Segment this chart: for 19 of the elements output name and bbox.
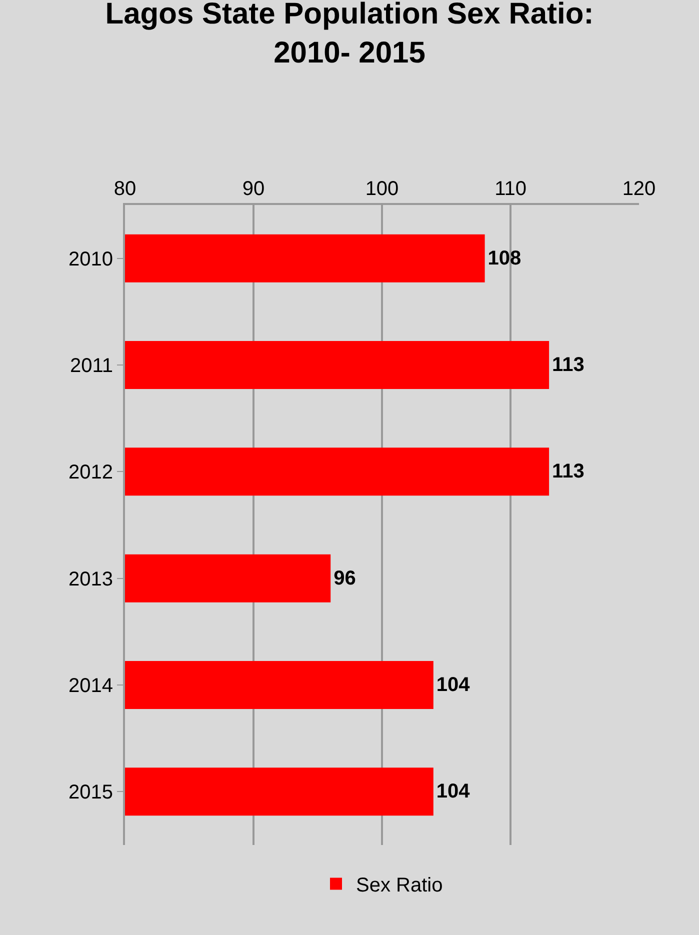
y-tick-label: 2011 bbox=[70, 355, 113, 377]
y-tick-label: 2015 bbox=[68, 782, 113, 804]
data-label: 104 bbox=[436, 780, 471, 803]
data-label: 104 bbox=[436, 674, 471, 696]
data-label: 113 bbox=[552, 354, 584, 376]
x-tick-label: 90 bbox=[242, 178, 265, 200]
x-tick-label: 100 bbox=[365, 178, 399, 200]
x-tick-label: 120 bbox=[622, 178, 656, 200]
data-label: 108 bbox=[488, 247, 522, 270]
y-tick-label: 2010 bbox=[68, 248, 113, 270]
legend-label: Sex Ratio bbox=[356, 874, 443, 896]
chart-title: Lagos State Population Sex Ratio: 2010- 2015 bbox=[105, 0, 594, 70]
x-tick-label: 110 bbox=[494, 178, 526, 200]
data-label: 113 bbox=[552, 460, 584, 483]
x-tick-label: 80 bbox=[114, 178, 136, 200]
data-label: 96 bbox=[334, 567, 356, 590]
y-tick-label: 2012 bbox=[68, 462, 113, 484]
y-tick-label: 2013 bbox=[68, 568, 113, 590]
y-tick-label: 2014 bbox=[68, 675, 113, 697]
